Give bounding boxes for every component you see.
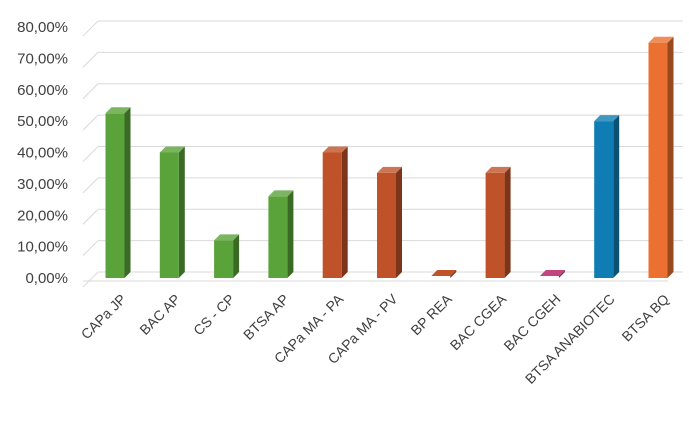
bar [648, 36, 674, 278]
bar-side [396, 166, 402, 278]
gridline-depth [82, 177, 99, 194]
y-tick-label: 0,00% [25, 270, 68, 287]
bar-side [504, 166, 511, 278]
x-tick-label: BP REA [407, 290, 455, 338]
y-tick-label: 10,00% [17, 239, 68, 256]
gridline-depth [82, 83, 99, 100]
bar-top [594, 115, 620, 122]
bar [105, 107, 131, 278]
bar-side [667, 36, 674, 278]
bar-side [341, 146, 348, 278]
y-tick-label: 60,00% [17, 82, 68, 99]
y-tick-label: 70,00% [17, 50, 68, 67]
x-tick-label: BTSA BQ [618, 291, 672, 345]
bar-side [287, 190, 294, 278]
bar-top [431, 270, 457, 276]
bar-front [377, 172, 396, 278]
bar-front [105, 113, 125, 278]
bar [322, 146, 348, 278]
x-tick-label: CS - CP [190, 291, 238, 339]
x-tick-label: BTSA AP [240, 291, 292, 343]
bar-side [233, 234, 240, 278]
bar-front [648, 42, 668, 278]
gridline-depth [82, 271, 99, 288]
y-tick-label: 30,00% [17, 176, 68, 193]
bar-top [648, 36, 674, 43]
bar-side [613, 115, 620, 278]
bar [268, 190, 294, 278]
y-tick-label: 50,00% [17, 113, 68, 130]
bar [594, 115, 620, 278]
bar-side [558, 270, 565, 278]
bar-top [268, 190, 294, 197]
gridline-depth [82, 208, 99, 225]
y-axis-ticks: 0,00% 10,00% 20,00% 30,00% 40,00% 50,00% 60,00… [17, 19, 68, 287]
bar-front [485, 172, 505, 278]
bar [431, 270, 457, 278]
gridline-depth [82, 20, 99, 37]
x-tick-label: BAC AP [136, 291, 183, 338]
gridline-depth [82, 240, 99, 256]
bar [539, 270, 565, 278]
bar-top [159, 146, 185, 153]
bar-side [124, 107, 131, 278]
bar-side [450, 270, 457, 278]
bars [105, 36, 674, 278]
bar-top [105, 107, 131, 114]
bar-front [159, 152, 179, 278]
bar [485, 166, 511, 278]
bar-top [485, 166, 511, 173]
bar-top [377, 166, 402, 173]
bar-front [594, 121, 614, 278]
bar-top [214, 234, 240, 241]
gridline-depth [82, 114, 99, 131]
bar [377, 166, 402, 278]
gridline-depth [82, 52, 99, 68]
x-tick-label: CAPa JP [78, 291, 129, 342]
bar-front [214, 240, 234, 278]
x-tick-label: BTSA ANABIOTEC [522, 291, 618, 387]
bar [159, 146, 185, 278]
y-tick-label: 40,00% [17, 145, 68, 162]
bar-front [322, 152, 342, 278]
gridline-depth [82, 146, 99, 162]
x-tick-label: BAC CGEA [447, 290, 510, 353]
bar [214, 234, 240, 278]
bar-front [268, 196, 288, 278]
bar-top [322, 146, 348, 153]
y-tick-label: 20,00% [17, 207, 68, 224]
bar-top [539, 270, 565, 276]
y-tick-label: 80,00% [17, 19, 68, 36]
bar-side [178, 146, 185, 278]
